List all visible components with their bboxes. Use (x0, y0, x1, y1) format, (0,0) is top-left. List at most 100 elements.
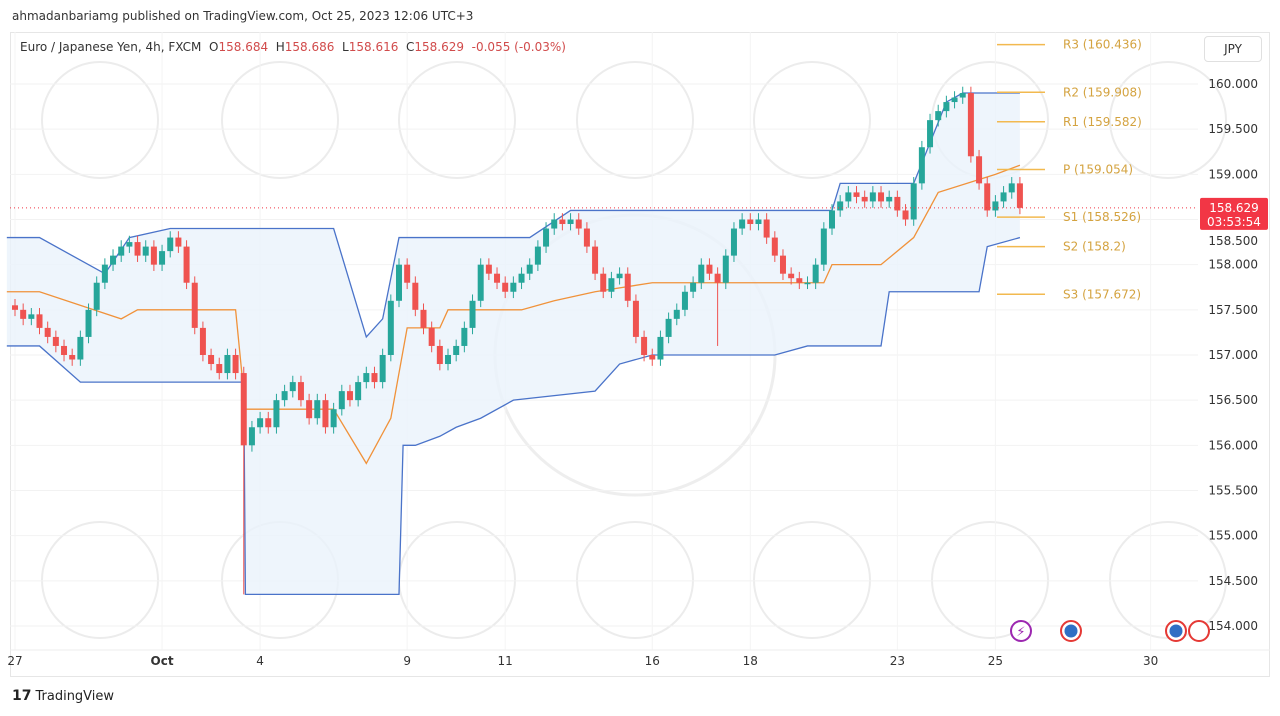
candle (886, 190, 893, 208)
watermark-circle (1109, 61, 1227, 179)
candle-body (297, 382, 304, 401)
time-tick-label: 23 (890, 654, 905, 668)
candle (322, 393, 329, 434)
candle-body (273, 400, 280, 428)
open-label: O (209, 40, 219, 54)
candle-body (355, 382, 362, 401)
candle-body (52, 336, 59, 346)
candle (927, 113, 934, 154)
candle (690, 276, 697, 299)
candle-body (910, 183, 917, 220)
candle (902, 204, 909, 226)
candle-body (918, 147, 925, 184)
mid-line (6, 164, 1021, 465)
candle-body (853, 192, 860, 197)
watermark-circle (753, 61, 871, 179)
event-flag-icon (1064, 624, 1078, 638)
watermark-circle (398, 521, 516, 639)
watermark-circle (931, 521, 1049, 639)
price-tick-label: 155.000 (1208, 529, 1258, 543)
publisher-line: ahmadanbariamg published on TradingView.… (12, 9, 474, 23)
candle-body (314, 400, 321, 419)
candle (485, 258, 492, 281)
candle-body (69, 354, 76, 360)
time-tick-label: 9 (403, 654, 411, 668)
time-tick-label: 16 (645, 654, 660, 668)
candle-body (224, 354, 231, 374)
candle (551, 213, 558, 235)
candle (698, 258, 705, 290)
price-tick-label: 158.000 (1208, 258, 1258, 272)
candle (918, 140, 925, 190)
candle (747, 213, 754, 231)
candle (861, 190, 868, 208)
candle-body (502, 282, 509, 292)
price-tick-label: 159.000 (1208, 167, 1258, 181)
candle-body (469, 300, 476, 328)
price-tick-label: 157.500 (1208, 303, 1258, 317)
candle-body (673, 309, 680, 319)
time-tick-label: 11 (498, 654, 513, 668)
candle (240, 366, 247, 595)
candle-body (935, 111, 942, 121)
candle (526, 258, 533, 281)
candle (338, 384, 345, 416)
price-tick-label: 156.500 (1208, 393, 1258, 407)
candle-body (927, 120, 934, 148)
currency-button[interactable]: JPY (1204, 36, 1262, 62)
candle-body (93, 282, 100, 310)
candle (363, 366, 370, 389)
candle-body (1000, 192, 1007, 202)
candle (477, 258, 484, 308)
candle (665, 312, 672, 344)
candle-body (1016, 183, 1023, 208)
candle-body (943, 102, 950, 112)
lower-band-line (6, 236, 1021, 596)
candle-body (20, 309, 27, 319)
candle-body (632, 300, 639, 337)
candle-body (967, 93, 974, 157)
candle (853, 186, 860, 204)
candle (453, 339, 460, 362)
candle (649, 348, 656, 366)
candle (583, 222, 590, 253)
price-tick-label: 155.500 (1208, 483, 1258, 497)
candle (559, 213, 566, 231)
candle-body (534, 246, 541, 265)
candle-body (289, 382, 296, 392)
time-tick-label: 18 (743, 654, 758, 668)
high-label: H (275, 40, 285, 54)
low-value: 158.616 (348, 40, 399, 54)
tradingview-brand[interactable]: 17 TradingView (12, 688, 114, 704)
pivot-label: P (159.054) (1063, 162, 1133, 176)
lightning-icon: ⚡ (1016, 625, 1025, 640)
symbol-legend: Euro / Japanese Yen, 4h, FXCM O158.684 H… (20, 40, 566, 54)
time-tick-label: 27 (7, 654, 22, 668)
candle (469, 294, 476, 335)
watermark-circle (41, 61, 159, 179)
symbol-name[interactable]: Euro / Japanese Yen, 4h, FXCM (20, 40, 202, 54)
candle (812, 258, 819, 290)
candle (894, 190, 901, 217)
candle (208, 348, 215, 371)
candle (494, 267, 501, 290)
candle-body (338, 391, 345, 410)
candle-body (600, 273, 607, 292)
candle-body (485, 264, 492, 274)
candle-body (175, 237, 182, 247)
candle (412, 276, 419, 317)
candle-body (510, 282, 517, 292)
candle (673, 303, 680, 326)
candle-body (959, 93, 966, 98)
pivot-label: R1 (159.582) (1063, 115, 1142, 129)
candle-body (208, 354, 215, 365)
candle-body (183, 246, 190, 283)
candle (355, 375, 362, 407)
candle-body (232, 354, 239, 374)
candle-body (428, 327, 435, 346)
candle-body (85, 309, 92, 337)
candle-body (820, 228, 827, 265)
candle (910, 177, 917, 226)
candle (232, 348, 239, 380)
